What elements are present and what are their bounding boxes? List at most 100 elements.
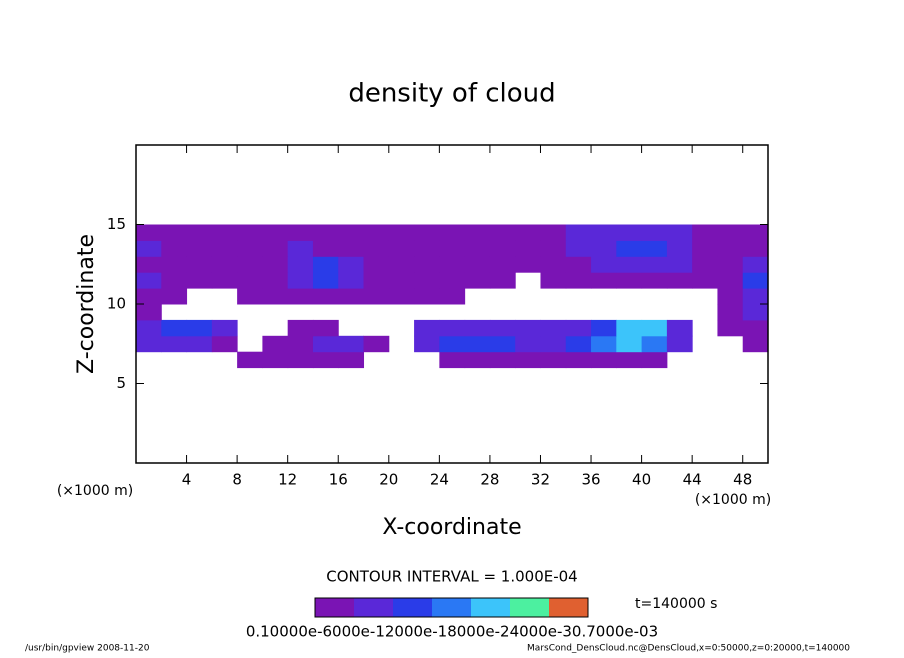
cell <box>565 272 592 289</box>
cell <box>641 351 668 369</box>
cell <box>338 224 365 241</box>
cell <box>616 224 643 241</box>
cell <box>287 335 314 353</box>
cell <box>136 319 162 337</box>
y-tick-label: 10 <box>107 295 126 313</box>
cell <box>666 335 693 353</box>
footer-right: MarsCond_DensCloud.nc@DensCloud,x=0:5000… <box>527 644 850 654</box>
x-tick-label: 32 <box>531 471 550 489</box>
cell <box>464 335 491 353</box>
cell <box>161 319 188 337</box>
cell <box>237 351 263 369</box>
cell <box>186 335 213 353</box>
cell <box>439 256 466 273</box>
cell <box>287 288 314 305</box>
cell <box>439 272 466 289</box>
cell <box>237 272 263 289</box>
cell <box>540 319 567 337</box>
cell <box>136 288 162 305</box>
cell <box>338 288 365 305</box>
cell <box>692 256 718 273</box>
cell <box>287 240 314 257</box>
cell <box>717 304 744 321</box>
cell <box>312 256 339 273</box>
x-unit: (×1000 m) <box>695 492 771 508</box>
cell <box>211 240 238 257</box>
time-label: t=140000 s <box>635 596 717 612</box>
cell <box>338 351 365 369</box>
colorbar-cell <box>393 598 432 617</box>
cell <box>540 351 567 369</box>
cell <box>489 351 516 369</box>
cell <box>616 335 643 353</box>
cell <box>591 240 617 257</box>
cell <box>464 319 491 337</box>
cell <box>186 319 213 337</box>
x-axis-label: X-coordinate <box>382 515 521 540</box>
cell <box>287 351 314 369</box>
cell <box>161 224 188 241</box>
cell <box>666 240 693 257</box>
cell <box>287 224 314 241</box>
cell <box>591 272 617 289</box>
cell <box>237 224 263 241</box>
cell <box>287 272 314 289</box>
contour-interval: CONTOUR INTERVAL = 1.000E-04 <box>326 568 577 586</box>
cell <box>262 288 289 305</box>
cell <box>565 240 592 257</box>
cell <box>515 256 541 273</box>
cell <box>414 288 440 305</box>
x-tick-label: 36 <box>581 471 600 489</box>
x-tick-label: 40 <box>632 471 651 489</box>
x-tick-label: 48 <box>733 471 752 489</box>
cell <box>616 240 643 257</box>
y-unit: (×1000 m) <box>57 483 133 499</box>
cell <box>237 288 263 305</box>
cell <box>717 288 744 305</box>
x-tick-label: 28 <box>480 471 499 489</box>
cell <box>717 272 744 289</box>
cell <box>186 224 213 241</box>
cell <box>338 335 365 353</box>
cell <box>515 240 541 257</box>
cell <box>439 224 466 241</box>
x-tick-label: 16 <box>329 471 348 489</box>
cell <box>136 335 162 353</box>
cell <box>565 319 592 337</box>
y-axis-label: Z-coordinate <box>74 234 99 374</box>
cell <box>464 272 491 289</box>
cell <box>464 256 491 273</box>
cell <box>136 240 162 257</box>
cell <box>515 351 541 369</box>
footer-left: /usr/bin/gpview 2008-11-20 <box>25 644 150 654</box>
cell <box>262 272 289 289</box>
x-tick-label: 20 <box>379 471 398 489</box>
cell <box>742 224 769 241</box>
cell <box>312 272 339 289</box>
cell <box>489 319 516 337</box>
cell <box>414 256 440 273</box>
cell <box>591 351 617 369</box>
cell <box>262 240 289 257</box>
cell <box>161 335 188 353</box>
cell <box>312 335 339 353</box>
colorbar-cell <box>432 598 471 617</box>
cell <box>565 335 592 353</box>
cell <box>211 335 238 353</box>
cell <box>616 272 643 289</box>
colorbar-cell <box>315 598 354 617</box>
cell <box>136 304 162 321</box>
cell <box>591 335 617 353</box>
cell <box>666 319 693 337</box>
cell <box>489 240 516 257</box>
x-tick-label: 12 <box>278 471 297 489</box>
y-tick-label: 5 <box>116 374 126 392</box>
cell <box>262 335 289 353</box>
cell <box>464 224 491 241</box>
cell <box>338 272 365 289</box>
colorbar-cell <box>471 598 510 617</box>
cell <box>439 288 466 305</box>
x-tick-label: 24 <box>430 471 449 489</box>
cell <box>742 256 769 273</box>
